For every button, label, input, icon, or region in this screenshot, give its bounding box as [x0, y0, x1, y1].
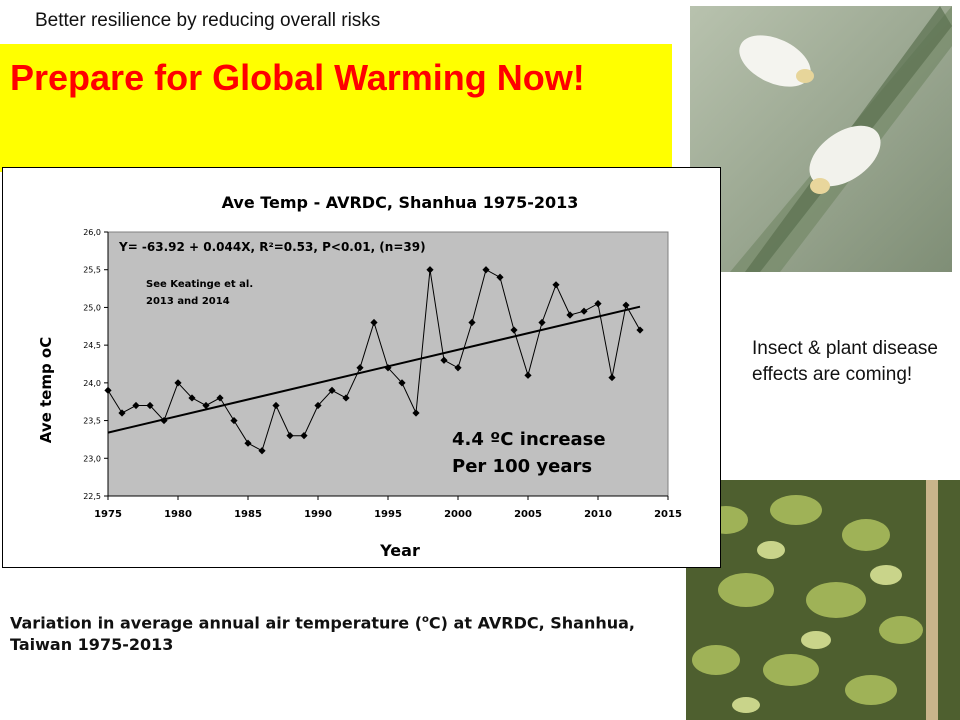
y-axis-label: Ave temp oC [37, 337, 55, 444]
y-tick-label: 24,0 [83, 379, 101, 388]
title-banner: Prepare for Global Warming Now! [0, 44, 672, 172]
x-tick-label: 1995 [374, 509, 402, 520]
y-tick-label: 23,0 [83, 454, 101, 463]
data-point [272, 401, 280, 410]
data-point [300, 432, 308, 440]
data-point [160, 416, 168, 425]
increase-line-2: Per 100 years [452, 456, 592, 477]
data-point [566, 311, 574, 319]
y-tick-label: 23,5 [83, 417, 101, 426]
x-tick-label: 2015 [654, 509, 682, 520]
data-point [580, 307, 588, 315]
data-point [104, 386, 112, 394]
data-point [216, 394, 224, 402]
whitefly-image [690, 6, 952, 272]
data-point [314, 401, 322, 410]
data-point [636, 326, 644, 334]
data-point [468, 318, 476, 327]
y-tick-label: 25,5 [83, 266, 101, 275]
data-point [188, 394, 196, 402]
data-point [258, 447, 266, 455]
chart-caption: Variation in average annual air temperat… [10, 609, 650, 656]
y-tick-label: 26,0 [83, 228, 101, 237]
x-axis-label: Year [379, 541, 420, 560]
chart-svg: Ave Temp - AVRDC, Shanhua 1975-2013 22,5 2… [37, 193, 682, 560]
x-tick-label: 2000 [444, 509, 472, 520]
plot-area [107, 231, 669, 497]
data-point [384, 364, 392, 372]
y-tick-label: 24,5 [83, 341, 101, 350]
reference-line-2: 2013 and 2014 [146, 296, 230, 307]
temperature-chart: Ave Temp - AVRDC, Shanhua 1975-2013 22,5 2… [2, 167, 721, 568]
data-point [608, 373, 616, 382]
x-tick-label: 2005 [514, 509, 542, 520]
caption-text-2: C) at AVRDC, Shanhua, Taiwan 1975-2013 [10, 613, 635, 655]
data-point [146, 401, 154, 410]
data-point [538, 318, 546, 327]
whitefly-photo [690, 6, 952, 272]
data-point [118, 409, 126, 417]
data-point [356, 364, 364, 372]
caption-text-1: Variation in average annual air temperat… [10, 613, 423, 633]
data-point [496, 273, 504, 281]
data-point [132, 401, 140, 410]
y-tick-label: 22,5 [83, 492, 101, 501]
x-tick-label: 1980 [164, 509, 192, 520]
x-tick-label: 1990 [304, 509, 332, 520]
data-point [286, 432, 294, 440]
data-point [202, 401, 210, 410]
data-point [482, 266, 490, 274]
plant-image [686, 480, 960, 720]
caption-superscript: o [422, 614, 429, 625]
chart-title: Ave Temp - AVRDC, Shanhua 1975-2013 [222, 193, 579, 212]
data-point [440, 356, 448, 364]
data-point [244, 439, 252, 447]
trend-line [107, 305, 641, 434]
plant-disease-photo [686, 480, 960, 720]
reference-line-1: See Keatinge et al. [146, 279, 253, 290]
x-tick-label: 1985 [234, 509, 262, 520]
regression-equation: Y= -63.92 + 0.044X, R²=0.53, P<0.01, (n=… [118, 240, 426, 254]
data-point [622, 301, 630, 309]
increase-line-1: 4.4 ºC increase [452, 429, 606, 450]
data-point [454, 364, 462, 372]
slide-subtitle: Better resilience by reducing overall ri… [35, 10, 381, 31]
insect-disease-note: Insect & plant disease effects are comin… [752, 338, 938, 385]
data-point [370, 318, 378, 327]
x-tick-label: 1975 [94, 509, 122, 520]
data-point [412, 409, 420, 417]
data-point [524, 371, 532, 379]
slide-title: Prepare for Global Warming Now! [10, 57, 585, 98]
data-point [230, 416, 238, 425]
x-tick-label: 2010 [584, 509, 612, 520]
y-tick-label: 25,0 [83, 303, 101, 312]
data-point [510, 326, 518, 334]
data-point [426, 266, 434, 274]
